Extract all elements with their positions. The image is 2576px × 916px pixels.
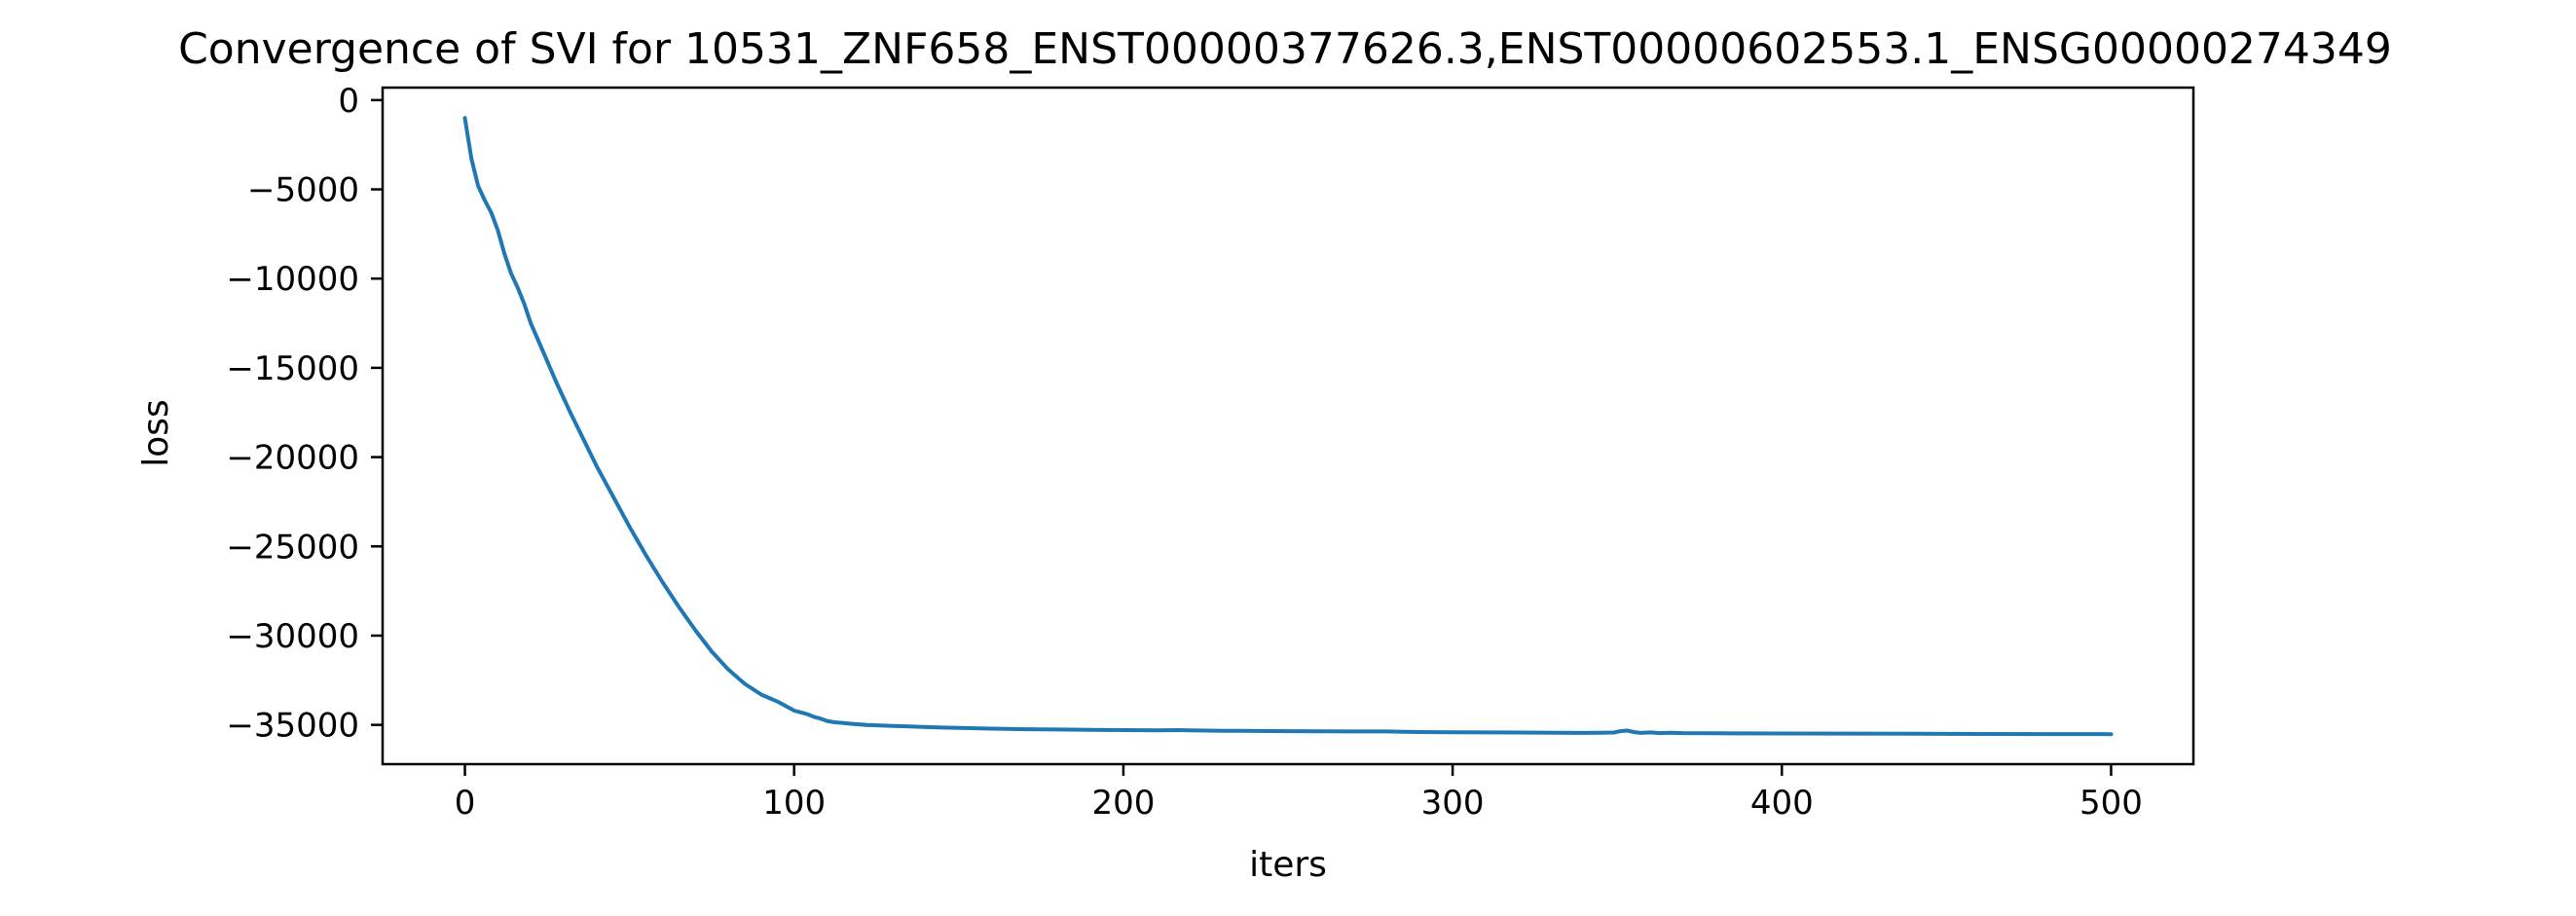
- x-axis-ticks: 0 100 200 300 400 500: [455, 764, 2143, 823]
- y-tick-label: −20000: [226, 439, 359, 478]
- y-axis-title: loss: [136, 399, 176, 467]
- y-tick-label: −35000: [226, 707, 359, 746]
- y-tick-label: 0: [338, 82, 359, 121]
- loss-series-line: [462, 116, 2114, 737]
- y-axis-ticks: 0 −5000 −10000 −15000 −20000 −25000 −30000 −350…: [226, 82, 383, 746]
- y-tick-label: −15000: [226, 349, 359, 388]
- x-tick-label: 300: [1421, 784, 1485, 823]
- x-tick-label: 500: [2079, 784, 2143, 823]
- y-tick-label: −30000: [226, 617, 359, 656]
- x-axis-title: iters: [1249, 845, 1327, 885]
- x-tick-label: 100: [762, 784, 826, 823]
- x-tick-label: 400: [1750, 784, 1814, 823]
- y-tick-label: −5000: [247, 171, 359, 210]
- plot-area-frame: [381, 86, 2195, 766]
- y-tick-label: −25000: [226, 528, 359, 567]
- y-tick-label: −10000: [226, 260, 359, 299]
- x-tick-label: 200: [1091, 784, 1155, 823]
- chart-title: Convergence of SVI for 10531_ZNF658_ENST…: [178, 24, 2392, 74]
- x-tick-label: 0: [455, 784, 476, 823]
